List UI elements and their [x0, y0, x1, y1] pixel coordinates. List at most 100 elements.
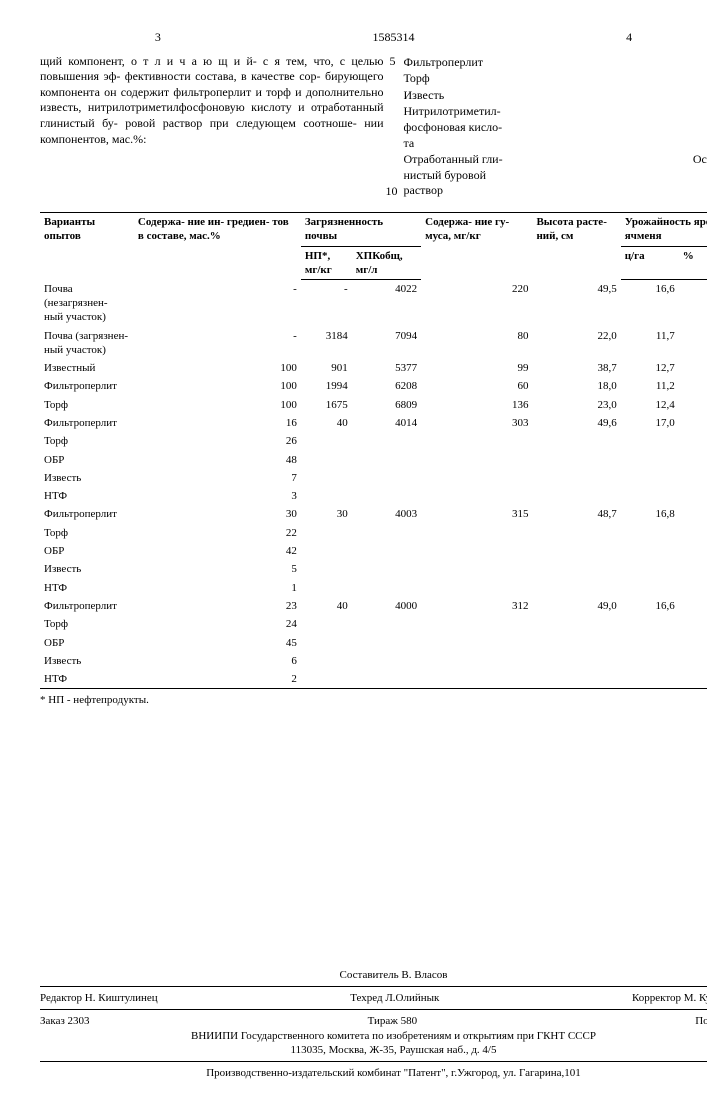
- table-cell: 49,6: [532, 414, 620, 432]
- ingredient-row: Известь5-7: [404, 88, 707, 104]
- table-cell: 102,4: [679, 414, 707, 432]
- table-cell: 23: [134, 597, 301, 615]
- th-content: Содержа- ние ин- гредиен- тов в составе,…: [134, 212, 301, 279]
- addr: 113035, Москва, Ж-35, Раушская наб., д. …: [40, 1043, 707, 1057]
- table-cell: [621, 524, 679, 542]
- table-cell: Торф: [40, 432, 134, 450]
- table-cell: 101,2: [679, 505, 707, 523]
- table-cell: 22: [134, 524, 301, 542]
- table-cell: ОБР: [40, 634, 134, 652]
- table-cell: 1675: [301, 396, 352, 414]
- table-cell: 17,0: [621, 414, 679, 432]
- table-row: Фильтроперлит2340400031249,016,6100: [40, 597, 707, 615]
- table-cell: 312: [421, 597, 532, 615]
- table-cell: [301, 670, 352, 689]
- table-cell: 30: [134, 505, 301, 523]
- table-cell: [352, 469, 421, 487]
- table-row: Торф24: [40, 615, 707, 633]
- table-cell: [352, 670, 421, 689]
- table-body: Почва (незагрязнен- ный участок)--402222…: [40, 280, 707, 689]
- table-cell: Фильтроперлит: [40, 414, 134, 432]
- table-cell: [421, 560, 532, 578]
- table-cell: Фильтроперлит: [40, 377, 134, 395]
- table-cell: 12,4: [621, 396, 679, 414]
- table-cell: 7094: [352, 327, 421, 360]
- table-cell: [532, 487, 620, 505]
- table-cell: Торф: [40, 615, 134, 633]
- table-cell: 16,8: [621, 505, 679, 523]
- table-row: Почва (загрязнен- ный участок)-318470948…: [40, 327, 707, 360]
- ingredient-value: 22-26: [667, 71, 707, 87]
- table-cell: 49,5: [532, 280, 620, 327]
- editor: Редактор Н. Киштулинец: [40, 991, 158, 1005]
- table-cell: 1994: [301, 377, 352, 395]
- table-cell: Известь: [40, 469, 134, 487]
- table-cell: [352, 560, 421, 578]
- table-cell: [532, 542, 620, 560]
- table-cell: Почва (незагрязнен- ный участок): [40, 280, 134, 327]
- th-height: Высота расте- ний, см: [532, 212, 620, 279]
- th-pct: %: [679, 246, 707, 280]
- ingredient-label: Известь: [404, 88, 668, 104]
- table-cell: [679, 634, 707, 652]
- table-cell: 3: [134, 487, 301, 505]
- table-cell: 26: [134, 432, 301, 450]
- order: Заказ 2303: [40, 1014, 90, 1028]
- table-cell: 99: [421, 359, 532, 377]
- table-cell: [301, 451, 352, 469]
- th-cga: ц/га: [621, 246, 679, 280]
- table-cell: [679, 451, 707, 469]
- table-cell: 22,0: [532, 327, 620, 360]
- table-cell: [301, 542, 352, 560]
- table-cell: 60: [421, 377, 532, 395]
- table-cell: [421, 542, 532, 560]
- techred: Техред Л.Олийнык: [350, 991, 439, 1005]
- table-cell: 75,9: [679, 359, 707, 377]
- table-cell: -: [301, 280, 352, 327]
- ingredient-label: Торф: [404, 71, 668, 87]
- prod: Производственно-издательский комбинат "П…: [40, 1061, 707, 1080]
- table-cell: [621, 670, 679, 689]
- intro-block: щий компонент, о т л и ч а ю щ и й- с я …: [40, 54, 707, 200]
- table-cell: 100: [134, 396, 301, 414]
- ingredient-value: 5-7: [667, 88, 707, 104]
- ingredient-label: Отработанный гли- нистый буровой раствор: [404, 152, 668, 199]
- table-cell: Торф: [40, 396, 134, 414]
- table-row: Фильтроперлит3030400331548,716,8101,2: [40, 505, 707, 523]
- ingredient-row: Отработанный гли- нистый буровой раствор…: [404, 152, 707, 199]
- page-header: 3 1585314 4: [40, 30, 707, 46]
- table-cell: 23,0: [532, 396, 620, 414]
- table-cell: [301, 615, 352, 633]
- table-cell: 40: [301, 414, 352, 432]
- table-cell: 70,5: [679, 327, 707, 360]
- table-cell: [532, 579, 620, 597]
- table-cell: -: [134, 327, 301, 360]
- table-cell: 4003: [352, 505, 421, 523]
- ingredients-col: Фильтроперлит16-30Торф22-26Известь5-7Нит…: [404, 54, 707, 200]
- table-cell: [532, 560, 620, 578]
- table-cell: [621, 560, 679, 578]
- table-cell: 45: [134, 634, 301, 652]
- table-cell: [679, 560, 707, 578]
- table-cell: 5377: [352, 359, 421, 377]
- table-cell: [421, 432, 532, 450]
- table-cell: 38,7: [532, 359, 620, 377]
- table-row: НТФ3: [40, 487, 707, 505]
- table-row: ОБР48: [40, 451, 707, 469]
- table-cell: [421, 469, 532, 487]
- th-pollution: Загрязненность почвы: [301, 212, 421, 246]
- table-row: Фильтроперлит1640401430349,617,0102,4: [40, 414, 707, 432]
- table-cell: 100: [134, 359, 301, 377]
- table-cell: -: [134, 280, 301, 327]
- table-cell: НТФ: [40, 670, 134, 689]
- table-cell: [421, 634, 532, 652]
- results-table: Варианты опытов Содержа- ние ин- гредиен…: [40, 212, 707, 690]
- table-row: НТФ2: [40, 670, 707, 689]
- table-cell: [352, 615, 421, 633]
- table-cell: [621, 542, 679, 560]
- table-cell: [301, 579, 352, 597]
- table-cell: [679, 579, 707, 597]
- table-cell: 2: [134, 670, 301, 689]
- table-cell: 6809: [352, 396, 421, 414]
- table-cell: 70,0: [679, 377, 707, 395]
